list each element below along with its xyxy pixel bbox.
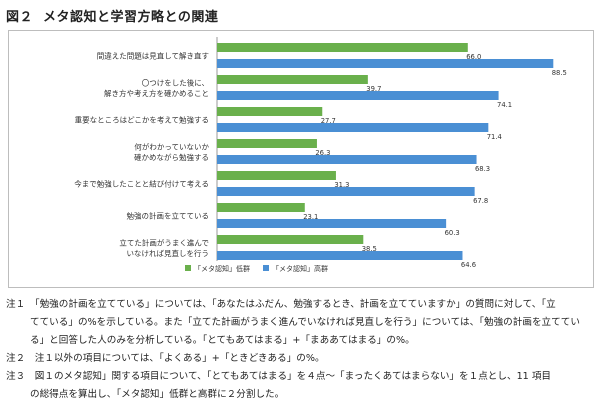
data-label: 68.3	[475, 165, 490, 173]
category-label: 勉強の計画を立てている	[127, 211, 210, 221]
note-3-line-1: 注３ 図１のメタ認知」関する項目について、「とてもあてはまる」を４点～「まったく…	[6, 371, 552, 382]
category-label: 確かめながら勉強する	[134, 152, 209, 162]
figure-title-text: メタ認知と学習方略との関連	[43, 10, 219, 25]
data-label: 26.3	[315, 149, 330, 157]
data-label: 74.1	[497, 101, 512, 109]
legend-label-low: 「メタ認知」低群	[194, 264, 250, 273]
data-label: 31.3	[334, 181, 349, 189]
data-label: 88.5	[552, 69, 567, 77]
bar-low-group	[217, 139, 317, 148]
data-label: 60.3	[445, 229, 460, 237]
data-label: 71.4	[487, 133, 502, 141]
data-label: 38.5	[362, 245, 377, 253]
note-3-line-2: の総得点を算出し、「メタ認知」低群と高群に２分割した。	[30, 389, 285, 400]
legend-label-high: 「メタ認知」高群	[272, 264, 328, 273]
category-label: 解き方や考え方を確かめること	[104, 88, 209, 98]
bar-low-group	[217, 203, 305, 212]
bar-chart: 間違えた問題は見直して解き直す 66.0 88.5 〇つけをした後に、解き方や考え方を…	[74, 37, 567, 273]
bar-low-group	[217, 235, 364, 244]
note-2: 注２ 注１以外の項目については、「よくある」+「ときどきある」の%。	[6, 353, 325, 364]
bar-high-group	[217, 251, 463, 260]
figure-number: 図２	[6, 10, 34, 25]
bar-low-group	[217, 43, 468, 52]
bar-high-group	[217, 91, 499, 100]
legend-swatch-low	[185, 265, 191, 271]
category-label: 何がわかっていないか	[134, 141, 209, 151]
figure-title: 図２ メタ認知と学習方略との関連	[6, 6, 218, 25]
note-1-line-1: 注１ 「勉強の計画を立てている」については、「あなたはふだん、勉強するとき、計画…	[6, 299, 556, 310]
data-label: 66.0	[466, 53, 481, 61]
note-1-line-3: る」と回答した人のみを分析している。「とてもあてはまる」+「まああてはまる」の%…	[30, 335, 415, 346]
category-label: 立てた計画がうまく進んで	[119, 237, 209, 247]
bar-high-group	[217, 59, 554, 68]
bar-low-group	[217, 107, 323, 116]
note-1-line-2: てている」の%を示している。また「立てた計画がうまく進んでいなければ見直しを行う…	[30, 317, 580, 328]
data-label: 23.1	[303, 213, 318, 221]
bar-low-group	[217, 75, 368, 84]
category-label: 〇つけをした後に、	[142, 77, 209, 87]
data-label: 64.6	[461, 261, 476, 269]
data-label: 39.7	[366, 85, 381, 93]
bar-high-group	[217, 187, 475, 196]
bar-high-group	[217, 219, 447, 228]
notes: 注１ 「勉強の計画を立てている」については、「あなたはふだん、勉強するとき、計画…	[6, 296, 596, 404]
bar-high-group	[217, 123, 489, 132]
category-label: 今まで勉強したことと結び付けて考える	[74, 179, 209, 189]
data-label: 27.7	[321, 117, 336, 125]
data-label: 67.8	[473, 197, 488, 205]
bar-high-group	[217, 155, 477, 164]
category-label: 重要なところはどこかを考えて勉強する	[75, 115, 209, 125]
legend-swatch-high	[263, 265, 269, 271]
category-label: 間違えた問題は見直して解き直す	[97, 51, 209, 61]
bar-low-group	[217, 171, 336, 180]
category-label: いなければ見直しを行う	[127, 248, 210, 258]
chart-frame: 間違えた問題は見直して解き直す 66.0 88.5 〇つけをした後に、 解き方や考え方を…	[8, 30, 594, 288]
